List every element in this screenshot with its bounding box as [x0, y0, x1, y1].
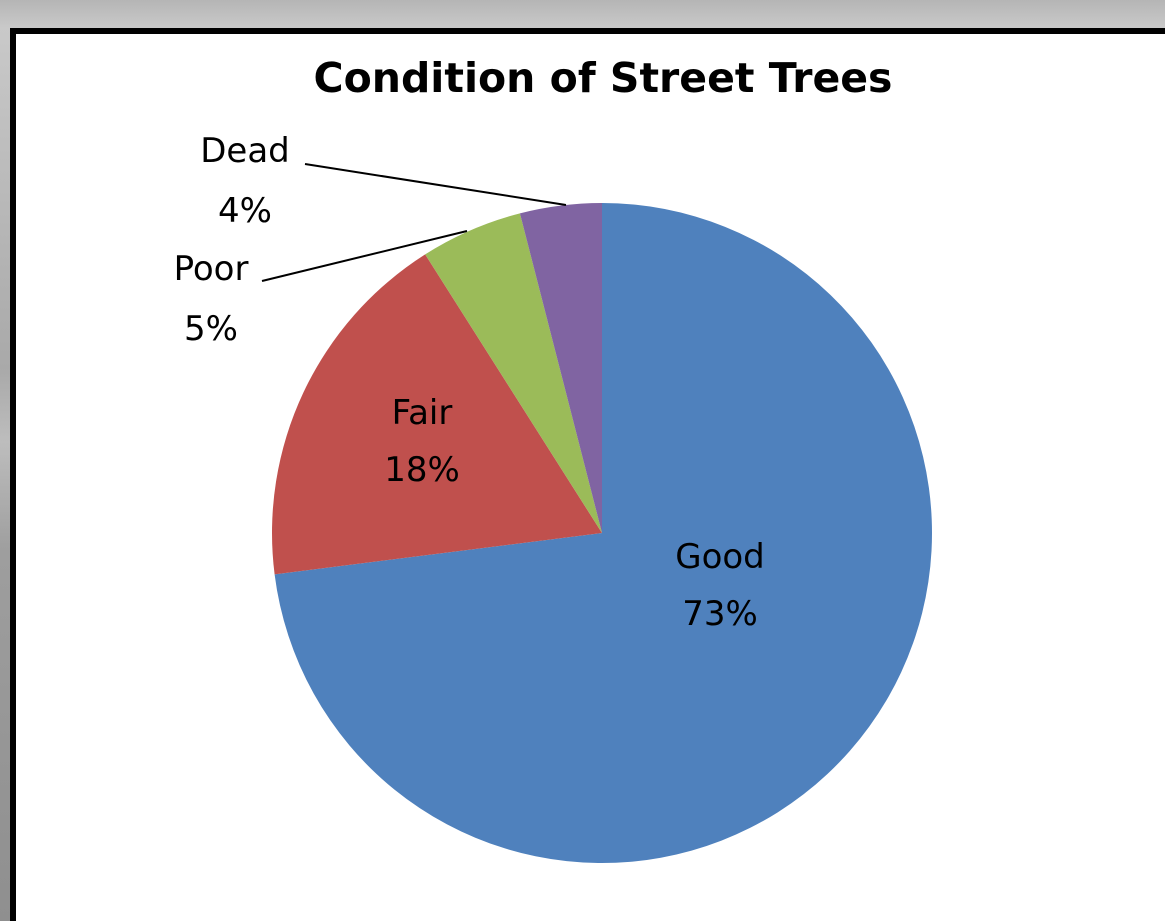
slice-label-poor: Poor	[174, 249, 249, 289]
chart-title: Condition of Street Trees	[314, 54, 893, 102]
slice-value-dead: 4%	[218, 191, 272, 231]
slice-value-good: 73%	[682, 594, 758, 634]
slice-label-good: Good	[675, 537, 765, 577]
slice-labels: Good 73% Fair 18% Poor 5% Dead 4%	[174, 131, 765, 634]
pie-slice-poor	[425, 213, 602, 533]
pie-slice-dead	[519, 203, 602, 533]
leader-line-poor	[261, 230, 468, 282]
slice-label-fair: Fair	[392, 393, 453, 433]
slice-value-fair: 18%	[384, 450, 460, 490]
leader-line-dead	[304, 163, 567, 206]
leader-lines	[261, 163, 567, 282]
pie-slice-good	[274, 203, 932, 863]
pie-slices	[271, 203, 932, 863]
slice-value-poor: 5%	[184, 309, 238, 349]
pie-slice-fair	[271, 254, 602, 575]
slice-label-dead: Dead	[200, 131, 290, 171]
